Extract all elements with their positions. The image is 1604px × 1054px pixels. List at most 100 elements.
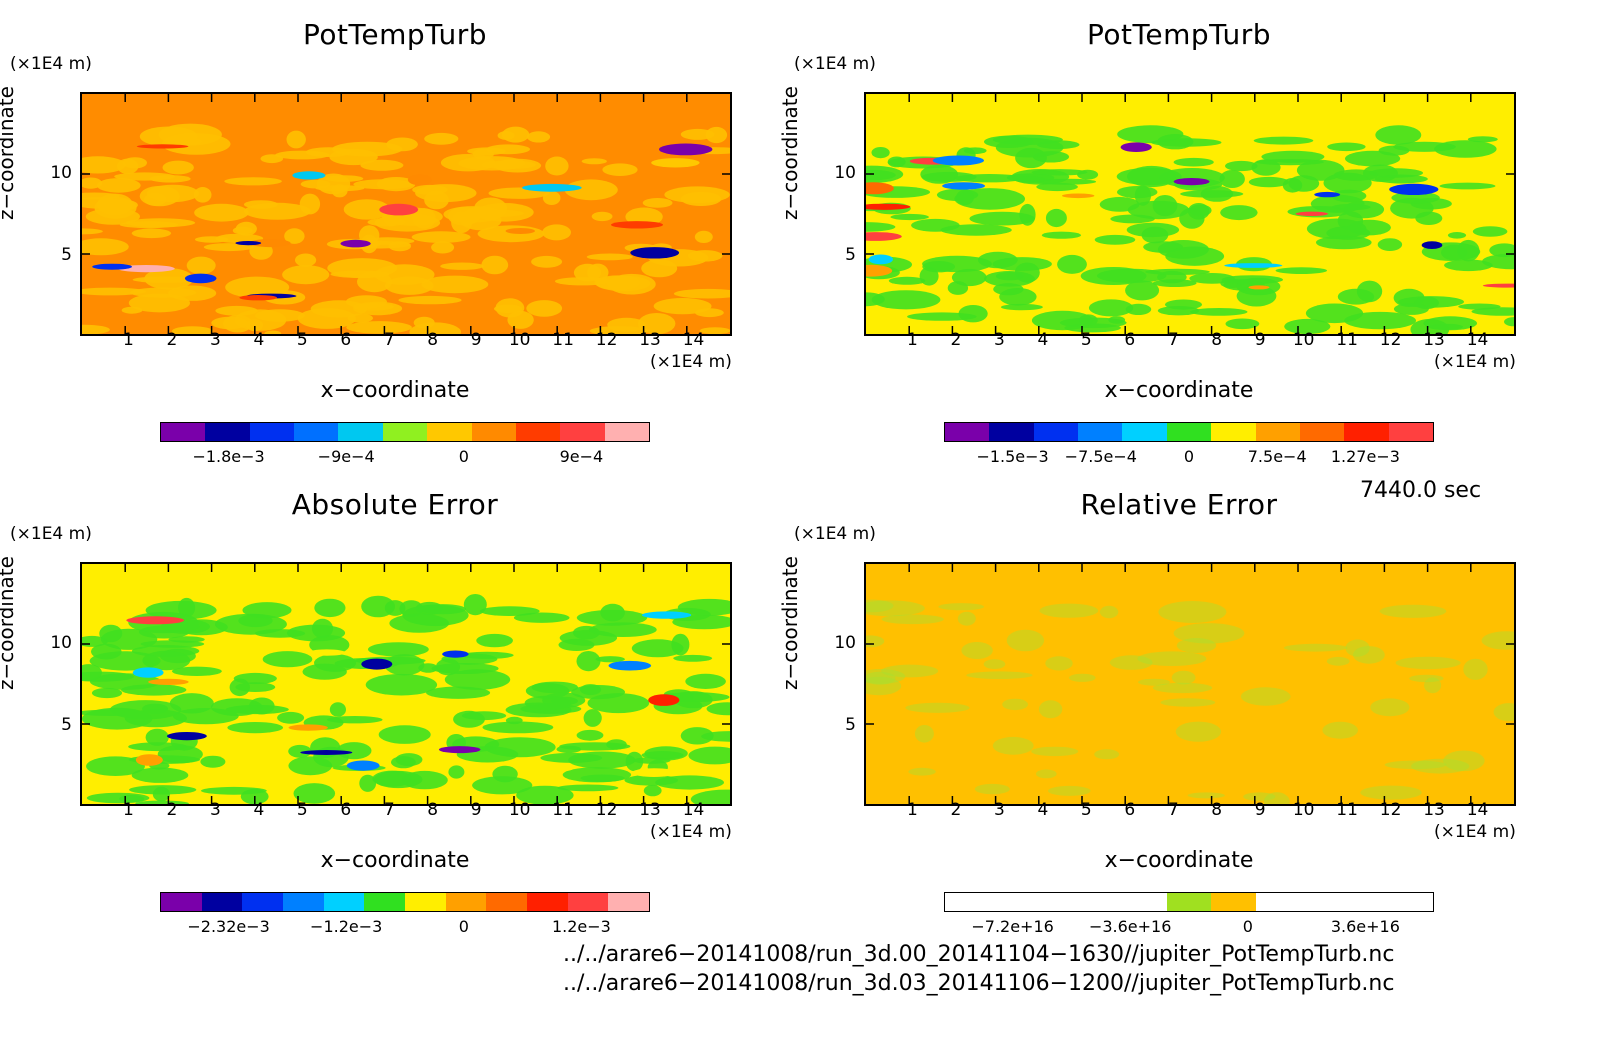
field-anomaly [407, 174, 432, 186]
x-tick-label: 6 [1124, 330, 1136, 350]
colorbar-segment [364, 893, 406, 911]
x-tick-label: 6 [340, 330, 352, 350]
field-blob [1225, 160, 1258, 172]
x-tick-label: 9 [470, 800, 482, 820]
colorbar-labels: −2.32e−3 −1.2e−3 0 1.2e−3 [160, 917, 650, 937]
field-blob [1000, 303, 1043, 311]
field-anomaly [340, 239, 371, 248]
x-tick-label: 9 [470, 330, 482, 350]
field-blob [866, 600, 925, 617]
field-blob [1126, 222, 1180, 238]
field-blob [401, 770, 448, 790]
field-blob [347, 313, 373, 323]
x-tick-label: 7 [383, 800, 395, 820]
colorbar [944, 892, 1434, 912]
field-blob [129, 785, 197, 795]
field-blob [1253, 136, 1314, 145]
field-blob [1099, 197, 1140, 212]
field-blob [1384, 760, 1447, 770]
x-tick-label: 5 [296, 800, 308, 820]
field-blob [1424, 677, 1442, 694]
field-anomaly [1120, 142, 1152, 152]
field-anomaly [135, 754, 163, 766]
field-anomaly [1389, 183, 1439, 195]
colorbar-segment [486, 893, 528, 911]
field-blob [685, 673, 726, 689]
x-tick-label: 5 [1080, 800, 1092, 820]
field-blob [82, 197, 123, 209]
field-blob [922, 255, 992, 273]
plot-area [864, 562, 1516, 806]
field-blob [384, 654, 425, 676]
field-blob [145, 728, 169, 746]
field-blob [706, 702, 730, 716]
field-blob [1069, 673, 1096, 682]
field-anomaly [292, 171, 326, 180]
field-blob [135, 800, 189, 804]
field-anomaly [438, 746, 481, 754]
y-tick-label: 10 [50, 633, 72, 654]
field-blob [1345, 639, 1370, 657]
chart-title: Relative Error [1080, 488, 1278, 521]
field-blob [1190, 308, 1248, 316]
field-blob [458, 156, 526, 171]
field-blob [234, 309, 287, 331]
y-unit-label: (×1E4 m) [10, 524, 92, 544]
field-blob [993, 283, 1024, 296]
field-blob [435, 658, 461, 676]
field-blob [568, 751, 636, 769]
field-blob [958, 305, 988, 323]
field-blob [389, 613, 450, 633]
field-anomaly [308, 649, 346, 656]
field-blob [513, 612, 570, 623]
field-blob [1411, 758, 1470, 774]
field-anomaly [1482, 283, 1514, 288]
heatmap-field [82, 564, 730, 804]
field-blob [643, 784, 662, 797]
field-blob [194, 203, 249, 222]
field-blob [542, 692, 586, 708]
field-blob [114, 172, 175, 181]
field-blob [984, 135, 1034, 148]
colorbar-segment [323, 893, 365, 911]
field-blob [690, 789, 730, 804]
field-blob [494, 304, 523, 313]
x-tick-label: 4 [1037, 800, 1049, 820]
y-tick-label: 5 [61, 714, 72, 735]
field-blob [966, 671, 1033, 679]
field-anomaly [184, 273, 217, 284]
colorbar-segment [242, 893, 284, 911]
field-anomaly [942, 182, 986, 190]
colorbar-label: 0 [458, 447, 469, 466]
field-blob [215, 233, 264, 244]
field-blob [559, 742, 631, 751]
field-anomaly [505, 228, 535, 234]
x-tick-label: 4 [253, 800, 265, 820]
y-unit-label: (×1E4 m) [794, 524, 876, 544]
field-blob [580, 684, 602, 696]
colorbar-labels: −1.8e−3 −9e−4 0 9e−4 [160, 447, 650, 467]
field-blob [1322, 721, 1358, 739]
field-blob [1472, 226, 1508, 237]
field-blob [1471, 307, 1514, 316]
field-blob [516, 785, 574, 804]
colorbar-segment [567, 893, 609, 911]
field-blob [193, 187, 212, 203]
field-blob [596, 275, 651, 292]
field-blob [554, 277, 610, 286]
colorbar-segment [1255, 893, 1300, 911]
colorbar-label: −1.5e−3 [976, 447, 1049, 466]
x-tick-label: 1 [123, 800, 134, 820]
field-blob [1125, 280, 1160, 301]
x-tick-label: 11 [552, 800, 574, 820]
field-blob [172, 666, 222, 676]
field-blob [1305, 303, 1364, 324]
colorbar-segment [1299, 893, 1345, 911]
field-blob [1031, 169, 1088, 176]
field-blob [1158, 601, 1227, 623]
field-anomaly [659, 143, 713, 156]
colorbar-labels: −7.2e+16 −3.6e+16 0 3.6e+16 [944, 917, 1434, 937]
field-blob [91, 687, 123, 699]
field-blob [295, 253, 317, 267]
field-blob [545, 156, 569, 176]
